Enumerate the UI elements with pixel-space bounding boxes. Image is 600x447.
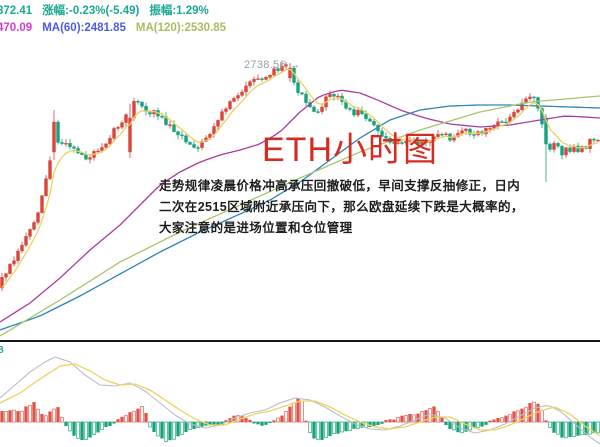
legend-row-ma: 470.09 MA(60):2481.85 MA(120):2530.85 [0,20,226,37]
chart-title: ETH小时图 [262,131,438,169]
ma60-value: MA(60):2481.85 [42,22,126,34]
last-price-value: 372.41 [0,5,33,17]
annotation-line-2: 二次在2515区域附近承压向下，那么欧盘延续下跌是大概率的， [159,199,524,214]
indicator-legend: 372.41 涨幅:-0.23%(-5.49) 振幅:1.29% 470.09 … [0,3,226,37]
amplitude-value: 振幅:1.29% [149,5,209,17]
annotation-line-3: 大家注意的是进场位置和仓位管理 [159,220,353,235]
peak-price-callout: 2738.56 → [244,59,301,71]
panel-divider [0,340,600,342]
legend-row-price: 372.41 涨幅:-0.23%(-5.49) 振幅:1.29% [0,3,226,20]
macd-corner-value: 8 [0,345,4,356]
analysis-annotation: 走势规律凌晨价格冲高承压回撤破低，早间支撑反抽修正，日内 二次在2515区域附近… [159,176,524,238]
ma-short-value: 470.09 [0,22,33,34]
ma120-value: MA(120):2530.85 [135,22,227,34]
change-value: 涨幅:-0.23%(-5.49) [42,5,140,17]
annotation-line-1: 走势规律凌晨价格冲高承压回撤破低，早间支撑反抽修正，日内 [159,179,521,193]
